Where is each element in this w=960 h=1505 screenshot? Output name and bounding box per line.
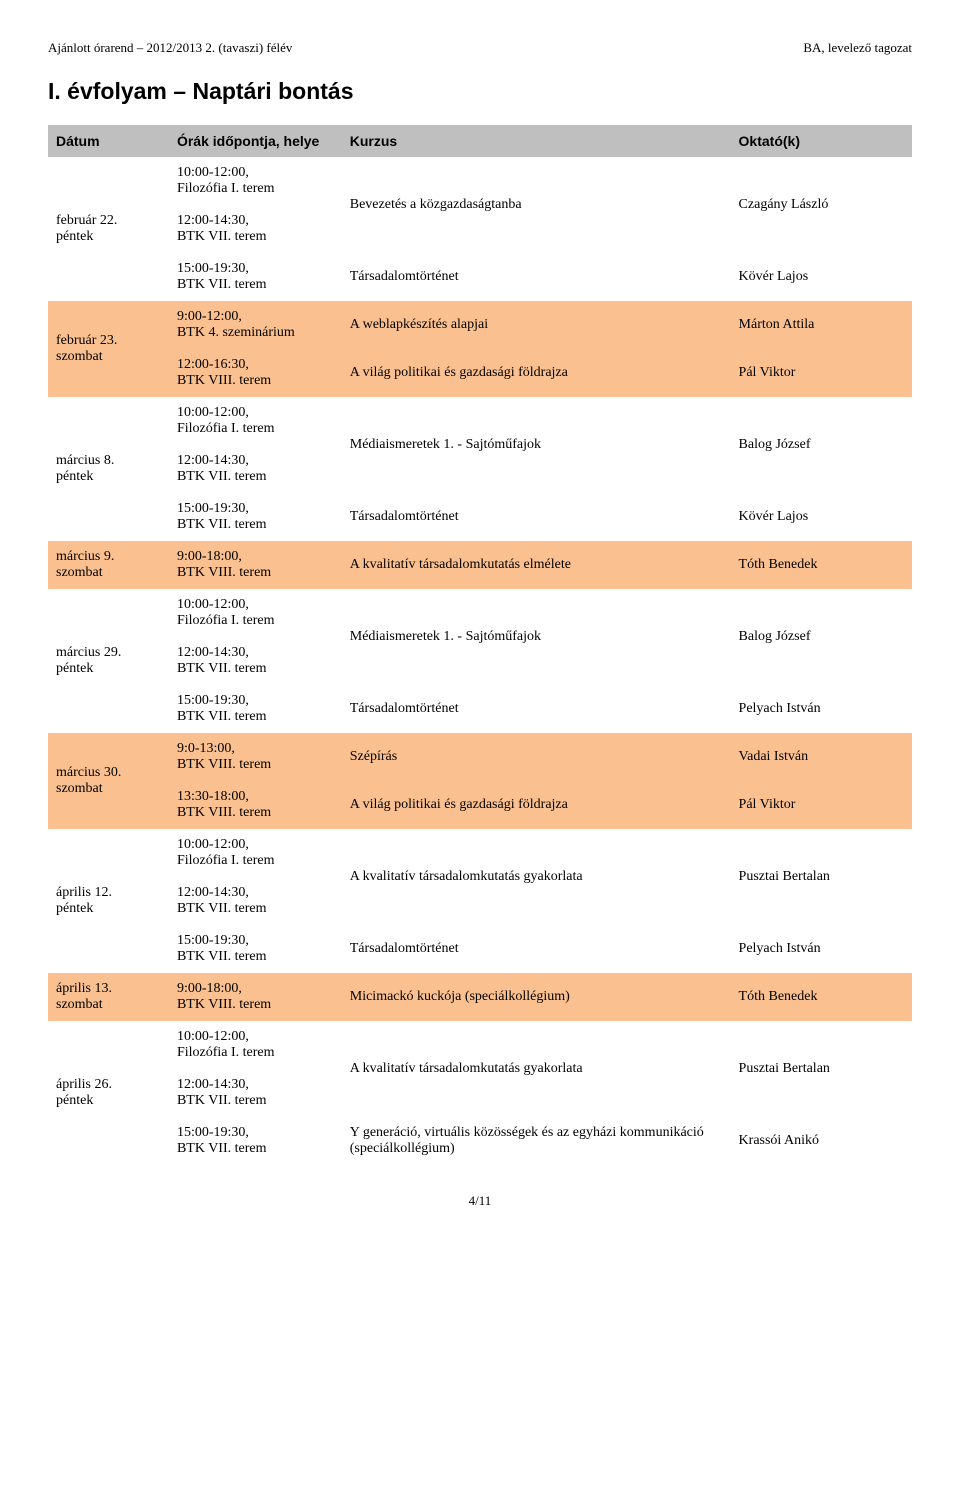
cell-oktato: Pál Viktor: [731, 349, 912, 397]
cell-time: 10:00-12:00,Filozófia I. terem: [169, 829, 342, 877]
cell-date: március 29.péntek: [48, 589, 169, 733]
cell-oktato: Balog József: [731, 397, 912, 493]
cell-time: 15:00-19:30,BTK VII. terem: [169, 925, 342, 973]
table-row: március 9.szombat9:00-18:00,BTK VIII. te…: [48, 541, 912, 589]
table-row: 15:00-19:30,BTK VII. teremTársadalomtört…: [48, 685, 912, 733]
cell-time: 12:00-14:30,BTK VII. terem: [169, 1069, 342, 1117]
cell-time: 12:00-14:30,BTK VII. terem: [169, 877, 342, 925]
cell-date: április 26.péntek: [48, 1021, 169, 1165]
cell-oktato: Pál Viktor: [731, 781, 912, 829]
cell-oktato: Czagány László: [731, 157, 912, 253]
cell-oktato: Kövér Lajos: [731, 493, 912, 541]
table-row: március 29.péntek10:00-12:00,Filozófia I…: [48, 589, 912, 637]
cell-time: 12:00-14:30,BTK VII. terem: [169, 637, 342, 685]
table-row: április 26.péntek10:00-12:00,Filozófia I…: [48, 1021, 912, 1069]
cell-time: 15:00-19:30,BTK VII. terem: [169, 685, 342, 733]
cell-kurzus: Micimackó kuckója (speciálkollégium): [342, 973, 731, 1021]
cell-time: 12:00-14:30,BTK VII. terem: [169, 205, 342, 253]
cell-time: 10:00-12:00,Filozófia I. terem: [169, 397, 342, 445]
cell-kurzus: A kvalitatív társadalomkutatás gyakorlat…: [342, 829, 731, 925]
cell-time: 12:00-16:30,BTK VIII. terem: [169, 349, 342, 397]
cell-date: április 13.szombat: [48, 973, 169, 1021]
cell-time: 12:00-14:30,BTK VII. terem: [169, 445, 342, 493]
cell-oktato: Pelyach István: [731, 685, 912, 733]
table-row: 15:00-19:30,BTK VII. teremY generáció, v…: [48, 1117, 912, 1165]
cell-kurzus: A kvalitatív társadalomkutatás gyakorlat…: [342, 1021, 731, 1117]
header-left: Ajánlott órarend – 2012/2013 2. (tavaszi…: [48, 40, 292, 56]
cell-time: 10:00-12:00,Filozófia I. terem: [169, 589, 342, 637]
col-kurzus: Kurzus: [342, 125, 731, 157]
cell-date: március 9.szombat: [48, 541, 169, 589]
cell-time: 15:00-19:30,BTK VII. terem: [169, 253, 342, 301]
cell-kurzus: Társadalomtörténet: [342, 925, 731, 973]
table-row: 13:30-18:00,BTK VIII. teremA világ polit…: [48, 781, 912, 829]
cell-time: 9:00-18:00,BTK VIII. terem: [169, 541, 342, 589]
table-row: április 13.szombat9:00-18:00,BTK VIII. t…: [48, 973, 912, 1021]
table-row: 12:00-16:30,BTK VIII. teremA világ polit…: [48, 349, 912, 397]
cell-oktato: Kövér Lajos: [731, 253, 912, 301]
cell-time: 10:00-12:00,Filozófia I. terem: [169, 157, 342, 205]
table-row: 15:00-19:30,BTK VII. teremTársadalomtört…: [48, 925, 912, 973]
table-row: április 12.péntek10:00-12:00,Filozófia I…: [48, 829, 912, 877]
page-number: 4/11: [48, 1193, 912, 1209]
cell-time: 10:00-12:00,Filozófia I. terem: [169, 1021, 342, 1069]
cell-oktato: Márton Attila: [731, 301, 912, 349]
cell-date: március 8.péntek: [48, 397, 169, 541]
cell-time: 9:0-13:00,BTK VIII. terem: [169, 733, 342, 781]
cell-kurzus: Társadalomtörténet: [342, 493, 731, 541]
cell-kurzus: A világ politikai és gazdasági földrajza: [342, 781, 731, 829]
cell-kurzus: A kvalitatív társadalomkutatás elmélete: [342, 541, 731, 589]
cell-oktato: Balog József: [731, 589, 912, 685]
cell-oktato: Pelyach István: [731, 925, 912, 973]
cell-kurzus: Bevezetés a közgazdaságtanba: [342, 157, 731, 253]
table-body: február 22.péntek10:00-12:00,Filozófia I…: [48, 157, 912, 1165]
cell-time: 13:30-18:00,BTK VIII. terem: [169, 781, 342, 829]
cell-oktato: Krassói Anikó: [731, 1117, 912, 1165]
page-header: Ajánlott órarend – 2012/2013 2. (tavaszi…: [48, 40, 912, 56]
cell-oktato: Vadai István: [731, 733, 912, 781]
table-header: DátumÓrák időpontja, helyeKurzusOktató(k…: [48, 125, 912, 157]
cell-oktato: Pusztai Bertalan: [731, 1021, 912, 1117]
cell-kurzus: Y generáció, virtuális közösségek és az …: [342, 1117, 731, 1165]
table-row: február 22.péntek10:00-12:00,Filozófia I…: [48, 157, 912, 205]
cell-kurzus: Társadalomtörténet: [342, 685, 731, 733]
cell-time: 15:00-19:30,BTK VII. terem: [169, 493, 342, 541]
cell-date: március 30.szombat: [48, 733, 169, 829]
cell-kurzus: Társadalomtörténet: [342, 253, 731, 301]
cell-time: 15:00-19:30,BTK VII. terem: [169, 1117, 342, 1165]
cell-kurzus: Médiaismeretek 1. - Sajtóműfajok: [342, 589, 731, 685]
table-row: 15:00-19:30,BTK VII. teremTársadalomtört…: [48, 493, 912, 541]
schedule-table: DátumÓrák időpontja, helyeKurzusOktató(k…: [48, 125, 912, 1165]
cell-oktato: Tóth Benedek: [731, 973, 912, 1021]
col-date: Dátum: [48, 125, 169, 157]
cell-date: április 12.péntek: [48, 829, 169, 973]
cell-kurzus: A weblapkészítés alapjai: [342, 301, 731, 349]
cell-time: 9:00-18:00,BTK VIII. terem: [169, 973, 342, 1021]
col-oktato: Oktató(k): [731, 125, 912, 157]
cell-kurzus: Szépírás: [342, 733, 731, 781]
cell-date: február 22.péntek: [48, 157, 169, 301]
table-row: március 8.péntek10:00-12:00,Filozófia I.…: [48, 397, 912, 445]
cell-date: február 23.szombat: [48, 301, 169, 397]
cell-oktato: Pusztai Bertalan: [731, 829, 912, 925]
page-title: I. évfolyam – Naptári bontás: [48, 78, 912, 105]
col-time: Órák időpontja, helye: [169, 125, 342, 157]
cell-kurzus: A világ politikai és gazdasági földrajza: [342, 349, 731, 397]
header-right: BA, levelező tagozat: [803, 40, 912, 56]
cell-time: 9:00-12:00,BTK 4. szeminárium: [169, 301, 342, 349]
table-row: 15:00-19:30,BTK VII. teremTársadalomtört…: [48, 253, 912, 301]
cell-oktato: Tóth Benedek: [731, 541, 912, 589]
cell-kurzus: Médiaismeretek 1. - Sajtóműfajok: [342, 397, 731, 493]
table-row: március 30.szombat9:0-13:00,BTK VIII. te…: [48, 733, 912, 781]
table-row: február 23.szombat9:00-12:00,BTK 4. szem…: [48, 301, 912, 349]
